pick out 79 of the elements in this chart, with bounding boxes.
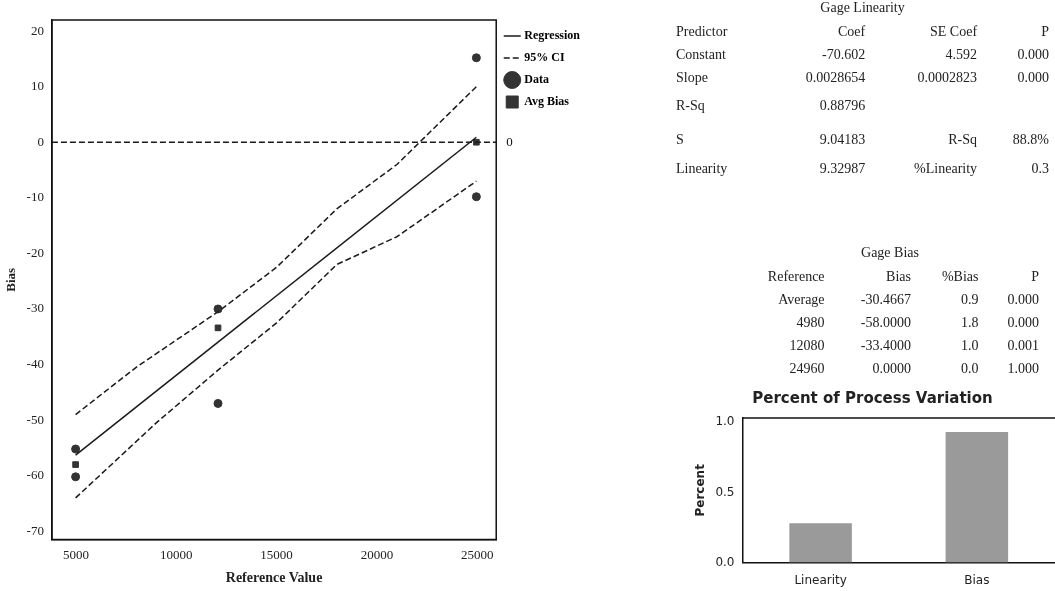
text: %Linearity [913, 159, 979, 178]
text: 0.000 [1006, 290, 1040, 309]
point [471, 53, 481, 63]
y-tick-label: 0.5 [715, 484, 735, 499]
text: 0.0000 [871, 359, 912, 378]
text: P [1040, 22, 1050, 41]
y-tick-label: -70 [26, 522, 44, 538]
text: R-Sq [675, 97, 706, 115]
text: Gage Linearity [819, 0, 906, 16]
text: 24960 [788, 359, 826, 378]
text: 12080 [788, 336, 826, 355]
y-tick-label: 0 [37, 133, 44, 149]
text: Constant [675, 45, 727, 64]
text: 4980 [795, 313, 826, 332]
text: 0.88796 [818, 97, 867, 115]
text: 0.0 [960, 359, 980, 378]
point [71, 472, 81, 482]
point [71, 444, 81, 454]
text: 1.000 [1006, 359, 1040, 378]
x-tick-label: 10000 [160, 546, 193, 562]
x-tick-label: 5000 [63, 546, 89, 562]
text: R-Sq [947, 131, 979, 149]
point [214, 324, 222, 332]
text: Gage Bias [860, 245, 920, 261]
text: 0.9 [960, 290, 980, 309]
y-tick-label: 20 [30, 22, 44, 38]
x-tick-label: 20000 [360, 546, 394, 562]
text: 88.8% [1011, 131, 1050, 149]
text: S [675, 131, 685, 149]
y-axis-title: Percent [693, 463, 708, 517]
text: 0.000 [1006, 313, 1040, 332]
text: 0.3 [1030, 159, 1050, 178]
text: 1.0 [960, 336, 980, 355]
text: Coef [836, 22, 867, 41]
text: 0.0002823 [916, 68, 979, 87]
x-tick-label: 15000 [260, 546, 293, 562]
y-tick-label: -60 [26, 467, 44, 483]
y-tick-label: 1.0 [715, 414, 735, 429]
legend-label: Data [524, 72, 549, 87]
text: 1.8 [960, 313, 980, 332]
y-tick-label: -20 [26, 244, 44, 260]
point [471, 192, 481, 202]
text: -33.4000 [859, 336, 912, 355]
text: 0.001 [1006, 336, 1040, 355]
legend-label: Regression [524, 28, 581, 43]
x-tick-label: 25000 [460, 546, 494, 562]
y-tick-label: -30 [26, 300, 44, 316]
text: 4.592 [944, 45, 979, 64]
text: 0.0028654 [804, 68, 867, 87]
y-tick-label: 10 [30, 78, 44, 94]
text: Bias [885, 267, 912, 286]
point [213, 398, 223, 408]
legend-label: Avg Bias [524, 94, 570, 109]
text: Average [777, 290, 826, 309]
line-series [74, 180, 478, 499]
x-axis-title: Reference Value [225, 570, 323, 586]
text: 0.000 [1016, 45, 1050, 64]
text: 0.000 [1016, 68, 1050, 87]
y-tick-label: -40 [26, 355, 44, 371]
text: %Bias [940, 267, 980, 286]
point [72, 461, 79, 468]
chart-title: Percent of Process Variation [752, 388, 993, 407]
text: Predictor [675, 22, 729, 41]
legend-label: 95% CI [524, 50, 565, 65]
y-tick-label: -50 [26, 411, 44, 427]
text: -70.602 [821, 45, 867, 64]
text: Reference [766, 267, 826, 286]
text: Linearity [675, 159, 729, 178]
text: 9.04183 [818, 131, 867, 149]
y-tick-label: -10 [26, 189, 44, 205]
text: SE Coef [929, 22, 979, 41]
text: -30.4667 [859, 290, 912, 309]
y-tick-label: 0.0 [715, 554, 735, 569]
y-axis-title: Bias [3, 267, 19, 292]
text: -58.0000 [859, 313, 912, 332]
text: P [1030, 267, 1040, 286]
text: Slope [675, 68, 709, 87]
ref-line-label: 0 [506, 133, 513, 149]
text: 9.32987 [818, 159, 867, 178]
